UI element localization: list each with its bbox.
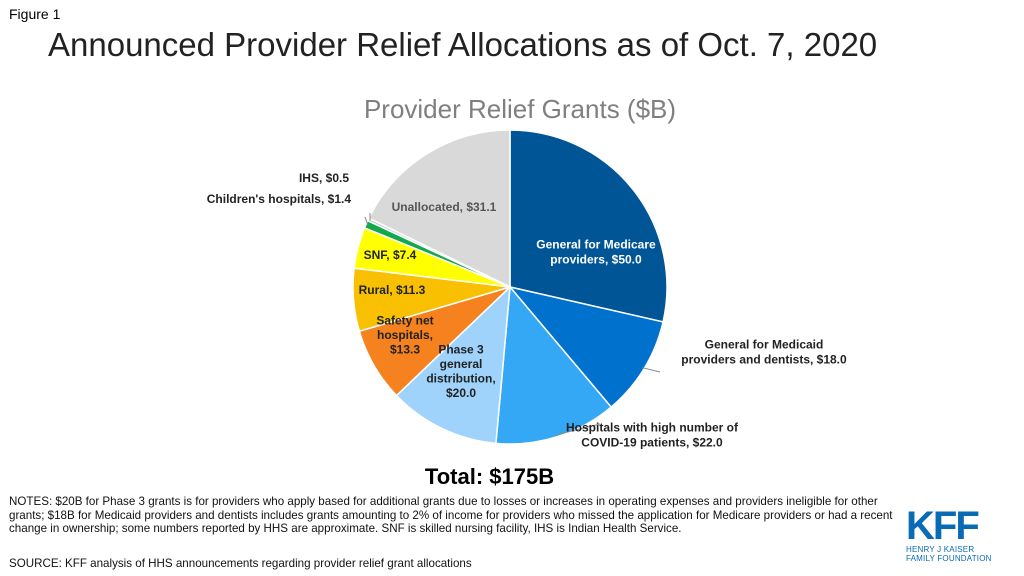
pie-slice-3 — [395, 285, 511, 445]
slice-label-line: COVID-19 patients, $22.0 — [581, 436, 723, 450]
chart-title: Provider Relief Grants ($B) — [364, 94, 676, 124]
pie-slice-2 — [495, 285, 613, 445]
slice-label-line: Hospitals with high number of — [566, 421, 739, 435]
slice-label-line: providers, $50.0 — [550, 253, 642, 267]
slice-label-line: Safety net — [376, 314, 433, 328]
slice-label-line: General for Medicaid — [705, 338, 824, 352]
slice-label-line: General for Medicare — [536, 238, 656, 252]
leader-line-1 — [642, 367, 661, 373]
figure-label: Figure 1 — [9, 6, 61, 22]
slice-label-line: Phase 3 — [438, 342, 484, 356]
leader-line-2 — [556, 423, 601, 436]
leader-line-7 — [364, 216, 369, 226]
slice-label-line: Rural, $11.3 — [359, 283, 426, 297]
slice-labels: General for Medicare providers, $50.0Gene… — [207, 171, 847, 450]
pie-slice-0 — [509, 129, 668, 323]
slice-label-3: Phase 3 general distribution, $20.0 — [426, 342, 495, 400]
pie-slice-9 — [367, 129, 511, 289]
slice-label-line: $20.0 — [446, 386, 476, 400]
slice-label-1: General for Medicaid providers and dentis… — [681, 338, 847, 367]
slice-label-line: general — [440, 357, 483, 371]
kff-logo: KFF HENRY J KAISER FAMILY FOUNDATION — [906, 504, 1016, 563]
slice-label-7: Children's hospitals, $1.4 — [207, 192, 352, 206]
slice-label-line: $13.3 — [390, 343, 420, 357]
source-text: SOURCE: KFF analysis of HHS announcement… — [9, 557, 472, 570]
notes-text: NOTES: $20B for Phase 3 grants is for pr… — [9, 495, 893, 536]
kff-logo-mark: KFF — [906, 504, 980, 548]
slice-label-line: Children's hospitals, $1.4 — [207, 192, 352, 206]
slice-label-4: Safety net hospitals, $13.3 — [376, 314, 433, 357]
slice-label-line: hospitals, — [377, 328, 433, 342]
slice-label-2: Hospitals with high number of COVID-19 pa… — [566, 421, 739, 450]
page-title: Announced Provider Relief Allocations as… — [48, 26, 878, 63]
slice-label-line: SNF, $7.4 — [364, 248, 417, 262]
pie-slices — [352, 129, 668, 445]
kff-logo-line2: FAMILY FOUNDATION — [906, 554, 992, 563]
total-label: Total: $175B — [424, 464, 555, 489]
slice-label-8: IHS, $0.5 — [299, 171, 349, 185]
slice-label-line: Unallocated, $31.1 — [392, 200, 497, 214]
kff-logo-line1: HENRY J KAISER — [906, 545, 975, 554]
slice-label-line: IHS, $0.5 — [299, 171, 349, 185]
slice-label-line: distribution, — [426, 371, 495, 385]
slice-label-line: providers and dentists, $18.0 — [681, 353, 847, 367]
leader-lines — [364, 212, 661, 436]
slice-label-6: SNF, $7.4 — [364, 248, 417, 262]
slice-label-0: General for Medicare providers, $50.0 — [536, 238, 656, 267]
slice-label-9: Unallocated, $31.1 — [392, 200, 497, 214]
slice-label-5: Rural, $11.3 — [359, 283, 426, 297]
pie-slice-1 — [507, 285, 664, 409]
